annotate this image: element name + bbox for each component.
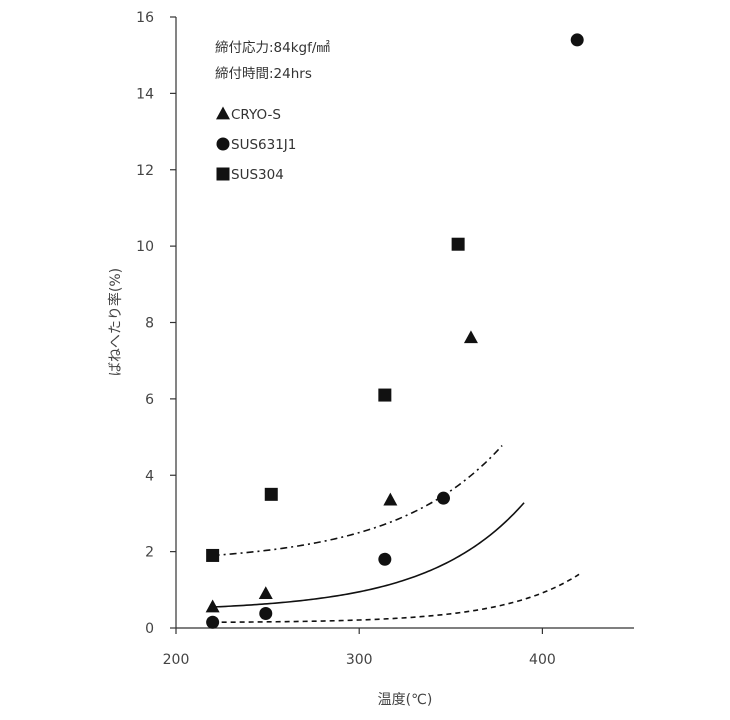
y-tick-label: 2 bbox=[145, 545, 154, 561]
legend: CRYO-S SUS631J1 SUS304 bbox=[216, 106, 296, 183]
legend-label-cryo-s: CRYO-S bbox=[231, 107, 281, 123]
point-sus304 bbox=[264, 487, 278, 501]
point-cryo-s bbox=[258, 586, 273, 600]
annotation-fastening-time: 締付時間:24hrs bbox=[215, 65, 312, 82]
curve-sus631j1 bbox=[212, 573, 580, 624]
legend-label-sus631j1: SUS631J1 bbox=[231, 137, 296, 153]
fit-curves bbox=[212, 445, 580, 624]
x-tick-label: 300 bbox=[346, 652, 373, 668]
x-tick-label: 200 bbox=[163, 652, 190, 668]
y-tick-label: 8 bbox=[145, 316, 154, 332]
y-tick-label: 10 bbox=[136, 239, 154, 255]
y-tick-label: 16 bbox=[136, 10, 154, 26]
y-tick-label: 14 bbox=[136, 86, 154, 102]
legend-marker-cryo-s bbox=[216, 106, 230, 120]
point-sus304 bbox=[378, 388, 392, 402]
curve-sus304 bbox=[212, 445, 503, 557]
point-sus631j1 bbox=[259, 606, 273, 620]
y-tick-label: 0 bbox=[145, 621, 154, 637]
point-sus631j1 bbox=[436, 491, 450, 505]
legend-marker-sus304 bbox=[216, 167, 230, 181]
point-sus631j1 bbox=[206, 615, 220, 629]
data-points bbox=[205, 33, 584, 629]
point-cryo-s bbox=[463, 330, 478, 344]
x-ticks: 200 300 400 bbox=[163, 628, 556, 668]
point-sus631j1 bbox=[570, 33, 584, 47]
point-cryo-s bbox=[383, 492, 398, 506]
point-sus304 bbox=[206, 548, 220, 562]
legend-marker-sus631j1 bbox=[216, 137, 230, 151]
axes: 0 2 4 6 8 10 12 14 16 200 300 400 bbox=[136, 10, 634, 668]
x-axis-title: 温度(℃) bbox=[378, 692, 433, 708]
legend-label-sus304: SUS304 bbox=[231, 167, 284, 183]
point-cryo-s bbox=[205, 599, 220, 613]
curve-cryo-s bbox=[212, 502, 525, 608]
x-tick-label: 400 bbox=[529, 652, 556, 668]
y-tick-label: 6 bbox=[145, 392, 154, 408]
y-ticks: 0 2 4 6 8 10 12 14 16 bbox=[136, 10, 176, 637]
y-tick-label: 12 bbox=[136, 163, 154, 179]
y-axis-title: ばねへたり率(%) bbox=[107, 268, 124, 376]
annotations: 締付応力:84kgf/㎟ 締付時間:24hrs bbox=[215, 39, 330, 82]
y-tick-label: 4 bbox=[145, 468, 154, 484]
annotation-fastening-stress: 締付応力:84kgf/㎟ bbox=[215, 39, 330, 56]
point-sus631j1 bbox=[378, 552, 392, 566]
point-sus304 bbox=[451, 237, 465, 251]
